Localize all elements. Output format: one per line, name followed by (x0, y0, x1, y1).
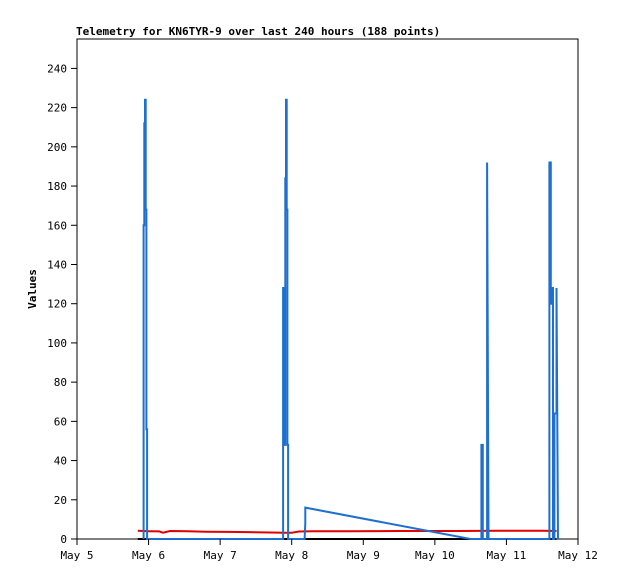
y-tick-label: 200 (47, 141, 67, 154)
series-line-3 (142, 98, 559, 540)
y-tick-label: 0 (60, 533, 67, 546)
x-tick-label: May 12 (558, 549, 598, 562)
y-tick-label: 80 (54, 376, 67, 389)
series-line-1 (137, 529, 557, 534)
y-tick-label: 160 (47, 219, 67, 232)
y-tick-label: 40 (54, 455, 67, 468)
x-tick-label: May 6 (132, 549, 165, 562)
y-tick-label: 240 (47, 62, 67, 75)
x-tick-label: May 7 (204, 549, 237, 562)
x-tick-label: May 9 (347, 549, 380, 562)
y-tick-label: 180 (47, 180, 67, 193)
plot-area (76, 38, 579, 540)
y-tick-label: 140 (47, 258, 67, 271)
x-tick-label: May 5 (60, 549, 93, 562)
x-tick-label: May 10 (415, 549, 455, 562)
x-tick-label: May 8 (275, 549, 308, 562)
y-axis-ticks: 0 20 40 60 80 100 120 140 160 180 200 220 240 (47, 62, 77, 546)
plot-frame (76, 38, 579, 540)
chart-title: Telemetry for KN6TYR-9 over last 240 hou… (76, 25, 440, 38)
y-tick-label: 20 (54, 494, 67, 507)
y-tick-label: 220 (47, 102, 67, 115)
y-tick-label: 60 (54, 415, 67, 428)
x-tick-label: May 11 (487, 549, 527, 562)
x-axis-ticks: May 5 May 6 May 7 May 8 May 9 May 10 May 11 May… (60, 539, 598, 562)
y-tick-label: 100 (47, 337, 67, 350)
y-axis-label: Values (26, 269, 39, 309)
y-tick-label: 120 (47, 298, 67, 311)
series-layer (137, 98, 559, 540)
